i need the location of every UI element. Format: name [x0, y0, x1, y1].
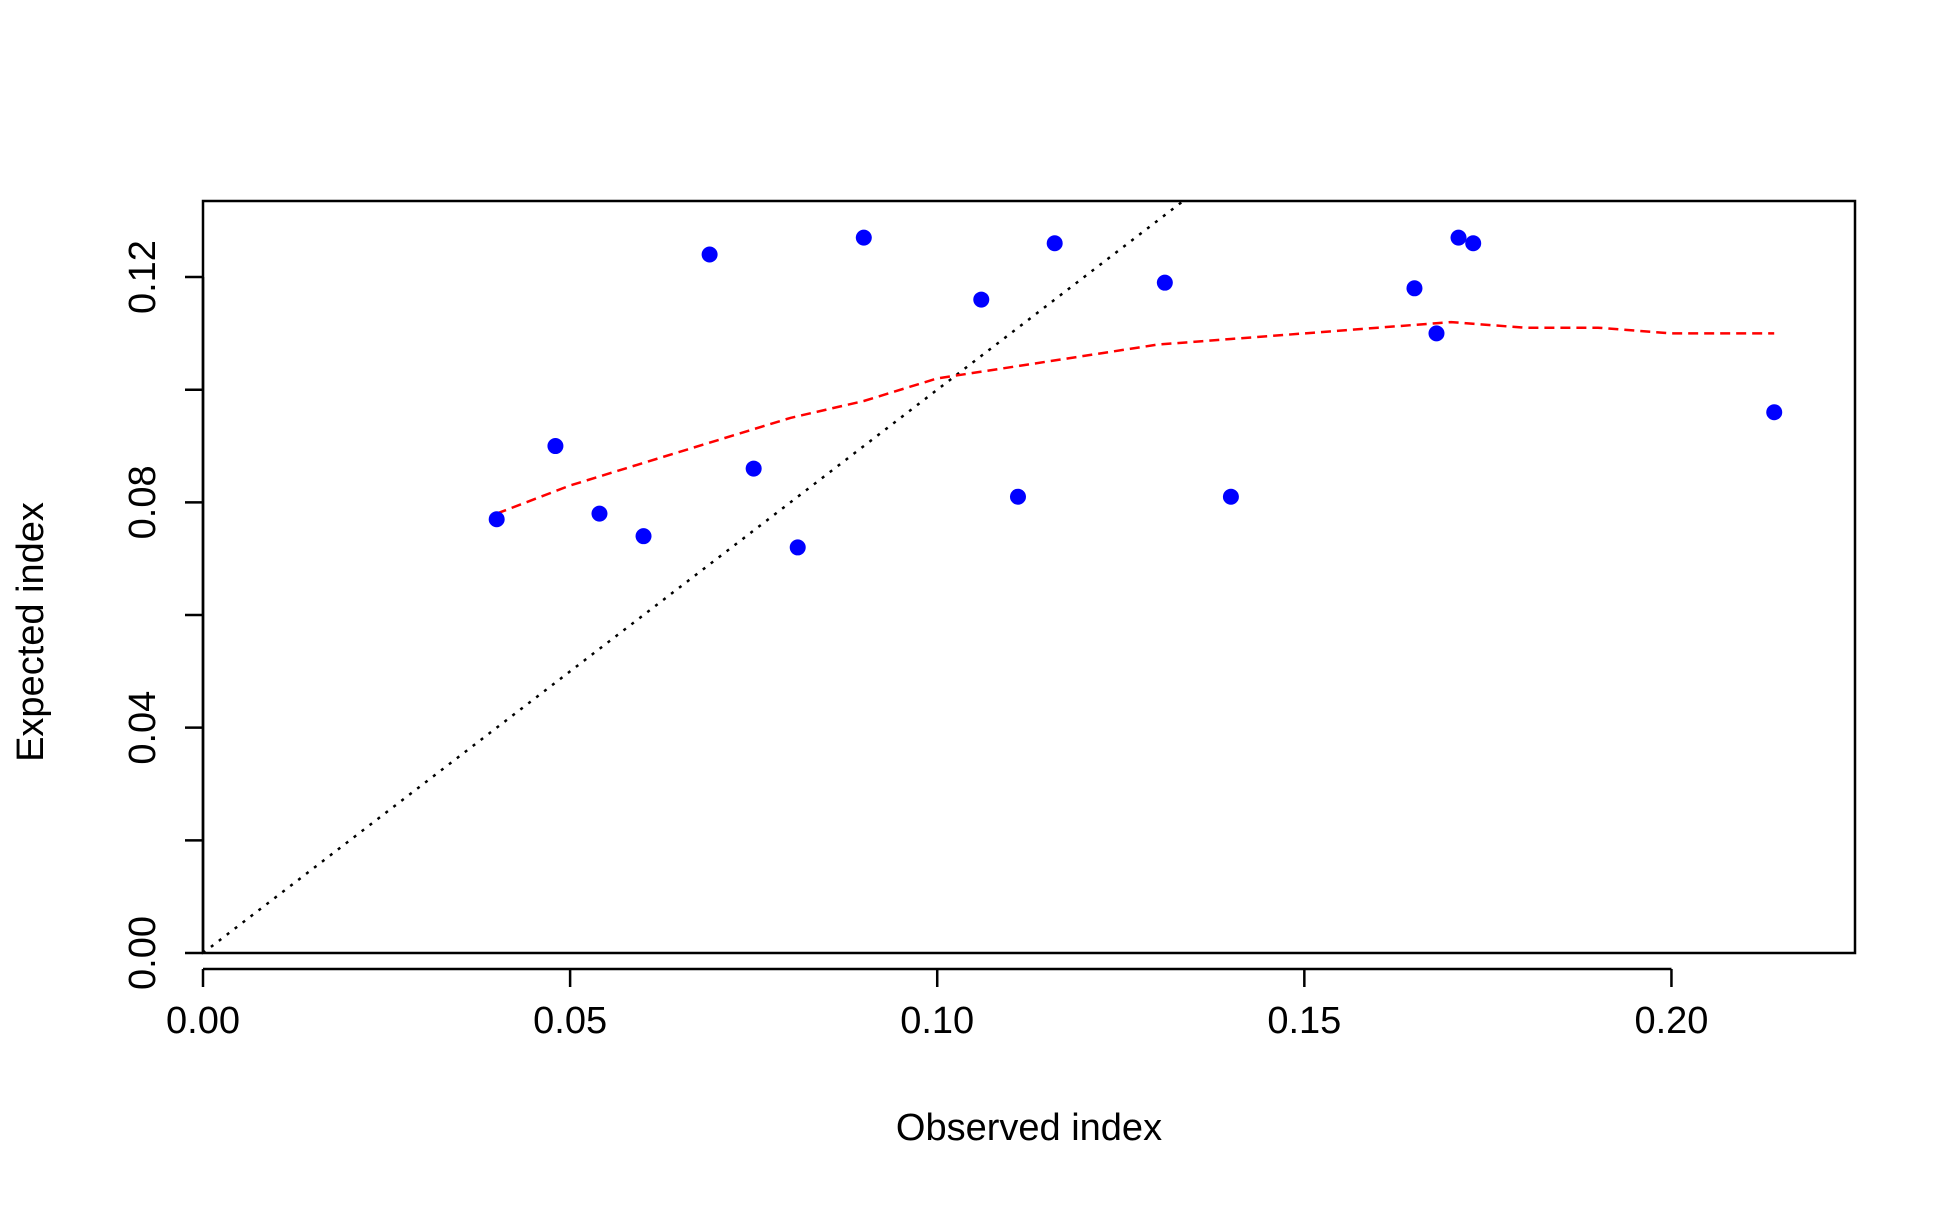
x-tick-label: 0.15	[1267, 1000, 1341, 1042]
data-point	[973, 291, 990, 308]
x-tick-label: 0.05	[533, 1000, 607, 1042]
y-tick-label: 0.00	[122, 916, 164, 990]
data-point	[1428, 325, 1445, 342]
smooth-line-layer	[496, 320, 1775, 515]
data-point	[701, 246, 718, 263]
x-tick-label: 0.00	[166, 1000, 240, 1042]
data-points-layer	[488, 229, 1783, 556]
reference-line-layer	[203, 201, 1184, 953]
plot-frame	[201, 199, 1857, 955]
x-axis: 0.00 0.05 0.10 0.15 0.20	[166, 967, 1708, 1042]
y-tick-label: 0.08	[122, 465, 164, 539]
data-point	[488, 511, 505, 528]
data-point	[547, 438, 564, 455]
y-axis-title: Expected index	[10, 502, 52, 762]
x-tick-label: 0.20	[1634, 1000, 1708, 1042]
data-point	[1156, 274, 1173, 291]
data-point	[1222, 488, 1239, 505]
y-tick-label: 0.04	[122, 691, 164, 765]
data-point	[1009, 488, 1026, 505]
data-point	[1406, 280, 1423, 297]
y-tick-label: 0.12	[122, 240, 164, 314]
smooth-fit-line	[496, 320, 1775, 515]
x-tick-label: 0.10	[900, 1000, 974, 1042]
x-axis-title: Observed index	[896, 1107, 1162, 1149]
data-point	[1766, 404, 1783, 421]
y-axis: 0.00 0.04 0.08 0.12	[122, 240, 205, 990]
data-point	[1465, 235, 1482, 252]
data-point	[1046, 235, 1063, 252]
data-point	[591, 505, 608, 522]
data-point	[789, 539, 806, 556]
data-point	[745, 460, 762, 477]
data-point	[1450, 229, 1467, 246]
reference-1to1-line	[203, 201, 1184, 953]
data-point	[635, 528, 652, 545]
data-point	[855, 229, 872, 246]
